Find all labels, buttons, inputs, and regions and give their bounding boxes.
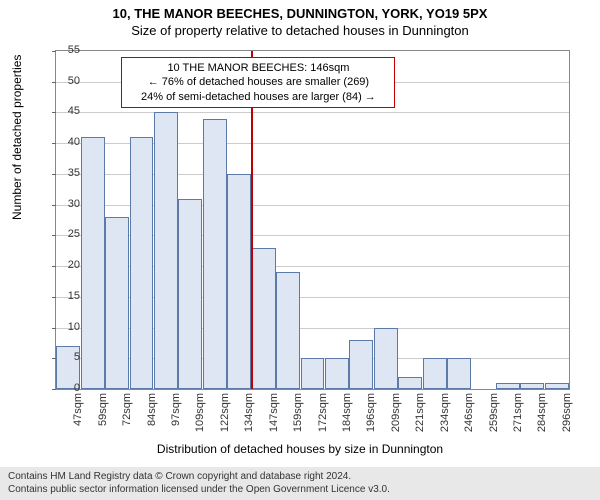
- xtick-label: 196sqm: [365, 393, 377, 432]
- bar: [154, 112, 178, 389]
- xtick-label: 84sqm: [146, 393, 158, 426]
- bar: [325, 358, 349, 389]
- xtick-label: 271sqm: [512, 393, 524, 432]
- ytick-label: 50: [50, 75, 80, 87]
- bar: [276, 272, 300, 389]
- xtick-label: 234sqm: [439, 393, 451, 432]
- bar: [252, 248, 276, 389]
- bar: [520, 383, 544, 389]
- xtick-label: 134sqm: [243, 393, 255, 432]
- xtick-label: 209sqm: [390, 393, 402, 432]
- ytick-label: 25: [50, 228, 80, 240]
- xtick-label: 159sqm: [292, 393, 304, 432]
- footer-license: Contains HM Land Registry data © Crown c…: [0, 467, 600, 500]
- ytick-label: 45: [50, 105, 80, 117]
- xtick-label: 59sqm: [97, 393, 109, 426]
- bar: [496, 383, 520, 389]
- annotation-box: 10 THE MANOR BEECHES: 146sqm← 76% of det…: [121, 57, 395, 108]
- bar: [203, 119, 227, 389]
- ytick-label: 40: [50, 136, 80, 148]
- ytick-label: 10: [50, 321, 80, 333]
- bar: [227, 174, 251, 389]
- bar: [105, 217, 129, 389]
- ytick-label: 0: [50, 382, 80, 394]
- xtick-label: 109sqm: [194, 393, 206, 432]
- bar: [423, 358, 447, 389]
- bar: [130, 137, 154, 389]
- ytick-label: 30: [50, 198, 80, 210]
- bar: [398, 377, 422, 389]
- bar: [349, 340, 373, 389]
- ytick-label: 55: [50, 44, 80, 56]
- footer-line-1: Contains HM Land Registry data © Crown c…: [8, 471, 592, 484]
- ytick-label: 15: [50, 290, 80, 302]
- annotation-line: 10 THE MANOR BEECHES: 146sqm: [128, 61, 388, 75]
- ytick-label: 20: [50, 259, 80, 271]
- xtick-label: 47sqm: [72, 393, 84, 426]
- gridline: [56, 112, 569, 113]
- bar: [301, 358, 325, 389]
- bar: [178, 199, 202, 390]
- xtick-label: 284sqm: [536, 393, 548, 432]
- bar: [447, 358, 471, 389]
- footer-line-2: Contains public sector information licen…: [8, 484, 592, 497]
- bar: [374, 328, 398, 389]
- ytick-label: 35: [50, 167, 80, 179]
- bar: [545, 383, 569, 389]
- annotation-line: ← 76% of detached houses are smaller (26…: [128, 75, 388, 89]
- ytick-label: 5: [50, 351, 80, 363]
- xtick-label: 147sqm: [268, 393, 280, 432]
- y-axis-label: Number of detached properties: [10, 55, 24, 220]
- chart-title: 10, THE MANOR BEECHES, DUNNINGTON, YORK,…: [0, 0, 600, 21]
- xtick-label: 221sqm: [414, 393, 426, 432]
- xtick-label: 259sqm: [488, 393, 500, 432]
- xtick-label: 97sqm: [170, 393, 182, 426]
- bar: [81, 137, 105, 389]
- x-axis-label: Distribution of detached houses by size …: [0, 442, 600, 456]
- xtick-label: 246sqm: [463, 393, 475, 432]
- xtick-label: 184sqm: [341, 393, 353, 432]
- plot-region: 47sqm59sqm72sqm84sqm97sqm109sqm122sqm134…: [55, 50, 570, 390]
- chart-area: 47sqm59sqm72sqm84sqm97sqm109sqm122sqm134…: [55, 50, 570, 390]
- xtick-label: 172sqm: [317, 393, 329, 432]
- xtick-label: 72sqm: [121, 393, 133, 426]
- annotation-line: 24% of semi-detached houses are larger (…: [128, 90, 388, 104]
- xtick-label: 296sqm: [561, 393, 573, 432]
- chart-subtitle: Size of property relative to detached ho…: [0, 21, 600, 38]
- xtick-label: 122sqm: [219, 393, 231, 432]
